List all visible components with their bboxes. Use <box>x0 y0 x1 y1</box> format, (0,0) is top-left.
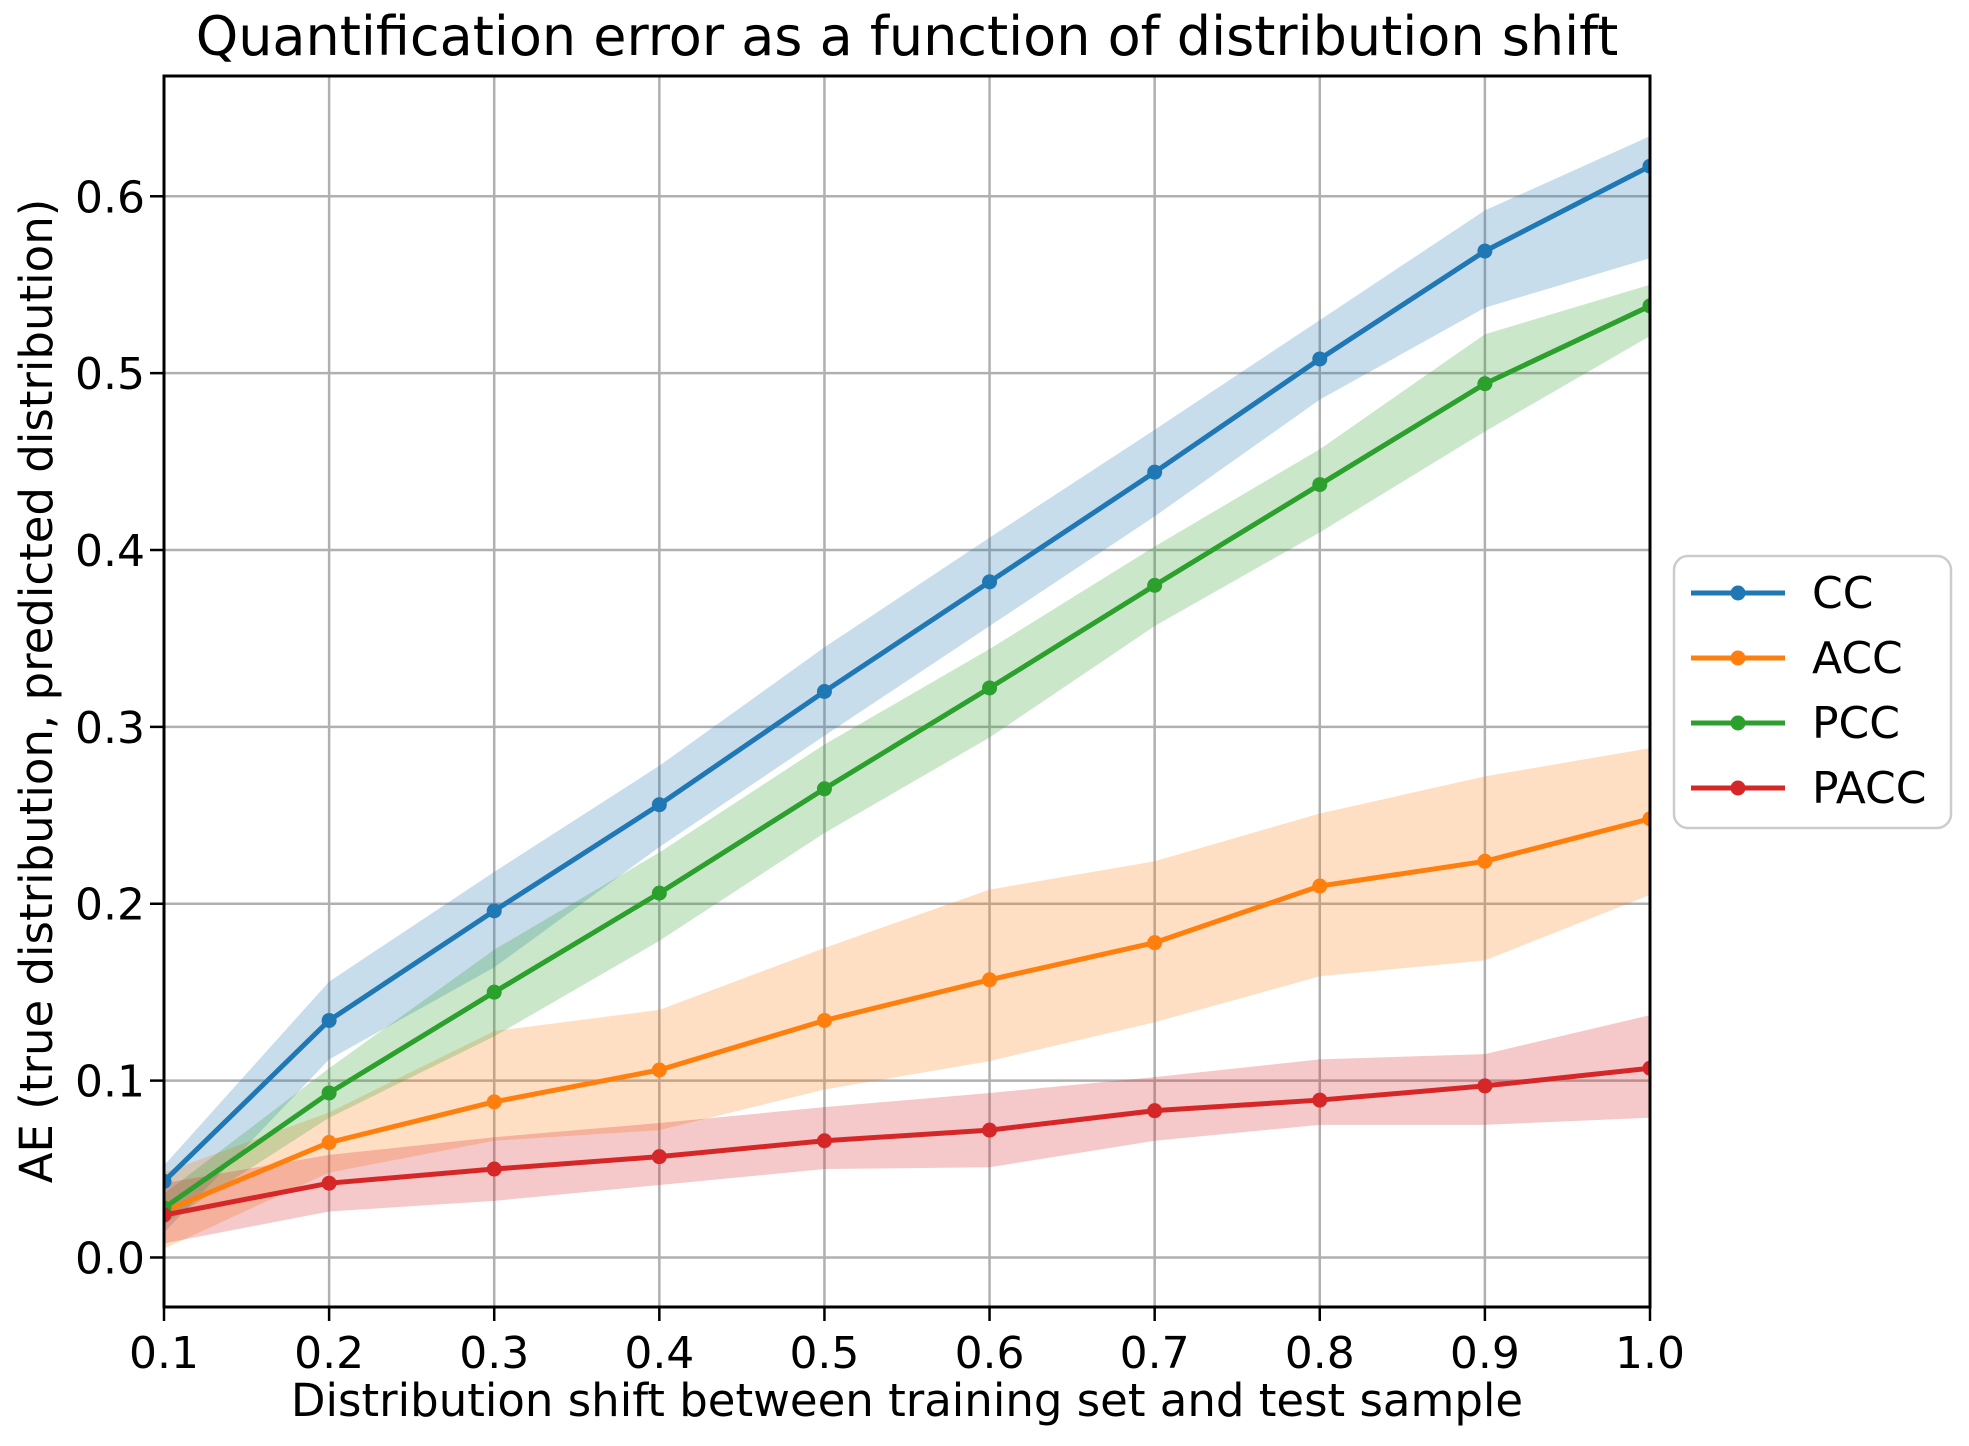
legend-entry-PCC: PCC <box>1691 698 1900 749</box>
data-point-PACC-0.4 <box>651 1149 667 1165</box>
data-point-ACC-0.4 <box>651 1062 667 1078</box>
chart-title: Quantification error as a function of di… <box>196 5 1619 68</box>
data-point-ACC-1 <box>1642 811 1650 827</box>
y-tick-label-0.4: 0.4 <box>75 526 145 577</box>
data-point-PCC-1 <box>1642 298 1650 314</box>
legend-marker-PCC <box>1730 715 1746 731</box>
legend-marker-ACC <box>1730 650 1746 666</box>
confidence-band-PCC <box>164 284 1650 1224</box>
data-point-ACC-0.3 <box>486 1094 502 1110</box>
data-point-PCC-0.9 <box>1477 376 1493 392</box>
confidence-band-CC <box>164 136 1650 1233</box>
data-point-PCC-0.6 <box>982 680 998 696</box>
data-point-PACC-0.9 <box>1477 1078 1493 1094</box>
data-point-CC-0.3 <box>486 903 502 919</box>
legend-marker-CC <box>1730 585 1746 601</box>
data-point-CC-0.5 <box>816 684 832 699</box>
data-point-PCC-0.8 <box>1312 477 1328 493</box>
y-tick-label-0.5: 0.5 <box>75 349 145 400</box>
data-point-CC-0.8 <box>1312 351 1328 367</box>
legend-entry-PACC: PACC <box>1691 763 1927 814</box>
data-point-CC-0.2 <box>321 1012 337 1028</box>
legend-label-PCC: PCC <box>1812 698 1900 749</box>
data-point-CC-0.4 <box>651 797 667 813</box>
x-tick-label-0.9: 0.9 <box>1450 1328 1520 1379</box>
legend-label-PACC: PACC <box>1812 763 1927 814</box>
series-lines-layer <box>164 158 1650 1223</box>
data-point-PCC-0.3 <box>486 984 502 1000</box>
x-tick-label-0.8: 0.8 <box>1285 1328 1355 1379</box>
series-line-PCC <box>164 303 1650 1211</box>
x-axis-label: Distribution shift between training set … <box>291 1374 1523 1427</box>
data-point-CC-0.6 <box>982 574 998 590</box>
legend-box <box>1672 554 1953 830</box>
data-point-ACC-0.2 <box>321 1135 337 1151</box>
data-point-CC-0.9 <box>1477 243 1493 259</box>
x-tick-label-0.5: 0.5 <box>789 1328 859 1379</box>
data-point-PCC-0.5 <box>816 781 832 797</box>
data-point-PACC-0.2 <box>321 1175 337 1191</box>
data-point-CC-0.7 <box>1147 464 1163 480</box>
y-axis-label: AE (true distribution, predicted distrib… <box>10 199 63 1184</box>
legend-entry-ACC: ACC <box>1691 633 1903 684</box>
y-tick-label-0.0: 0.0 <box>75 1233 145 1284</box>
y-tick-label-0.6: 0.6 <box>75 172 145 223</box>
data-point-PACC-0.6 <box>982 1122 998 1138</box>
data-point-PCC-0.4 <box>651 885 667 901</box>
x-tick-label-0.6: 0.6 <box>955 1328 1025 1379</box>
data-point-PACC-1 <box>1642 1060 1650 1076</box>
x-tick-label-1.0: 1.0 <box>1615 1328 1685 1379</box>
legend-label-CC: CC <box>1812 568 1873 619</box>
series-line-CC <box>164 163 1650 1184</box>
data-point-PCC-0.7 <box>1147 577 1163 593</box>
confidence-band-PACC <box>164 1015 1650 1244</box>
legend-entry-CC: CC <box>1691 568 1873 619</box>
series-line-PACC <box>164 1065 1650 1218</box>
legend-label-ACC: ACC <box>1812 633 1903 684</box>
y-tick-label-0.2: 0.2 <box>75 880 145 931</box>
data-point-CC-1 <box>1642 158 1650 174</box>
x-tick-label-0.3: 0.3 <box>459 1328 529 1379</box>
data-point-PACC-0.8 <box>1312 1092 1328 1108</box>
data-point-PCC-0.2 <box>321 1085 337 1101</box>
y-tick-label-0.3: 0.3 <box>75 703 145 754</box>
ticks-layer: 0.1 0.2 0.3 0.4 0.5 0.6 0.7 0.8 0.9 1.0 0.0 0.1 0.2 0… <box>75 172 1685 1379</box>
data-point-ACC-0.8 <box>1312 878 1328 894</box>
plot-border <box>162 74 1652 1309</box>
data-point-PACC-0.3 <box>486 1161 502 1177</box>
data-point-PACC-0.7 <box>1147 1103 1163 1119</box>
data-point-PACC-0.5 <box>816 1133 832 1149</box>
y-tick-label-0.1: 0.1 <box>75 1057 145 1108</box>
x-tick-label-0.2: 0.2 <box>294 1328 364 1379</box>
x-tick-label-0.4: 0.4 <box>624 1328 694 1379</box>
series-line-ACC <box>164 816 1650 1214</box>
data-point-CC-0.1 <box>164 1173 172 1189</box>
x-tick-label-0.1: 0.1 <box>129 1328 199 1379</box>
legend: CC ACC PCC PACC <box>1672 554 1953 830</box>
x-tick-label-0.7: 0.7 <box>1120 1328 1190 1379</box>
data-point-PACC-0.1 <box>164 1207 172 1223</box>
data-point-ACC-0.6 <box>982 972 998 988</box>
data-point-ACC-0.9 <box>1477 853 1493 869</box>
legend-marker-PACC <box>1730 780 1746 796</box>
data-point-ACC-0.5 <box>816 1012 832 1028</box>
data-point-ACC-0.7 <box>1147 935 1163 951</box>
